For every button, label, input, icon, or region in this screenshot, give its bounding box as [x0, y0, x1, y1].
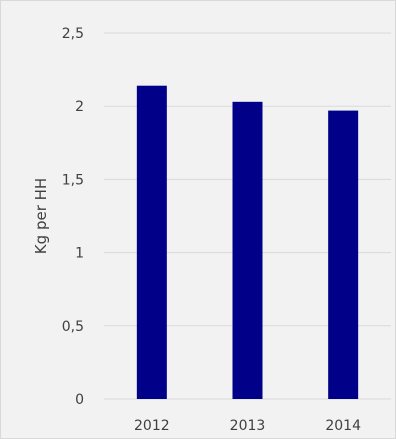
x-tick-label: 2013	[230, 418, 266, 434]
y-tick-label: 2	[75, 99, 84, 115]
y-tick-label: 0	[75, 392, 84, 408]
x-tick-label: 2012	[134, 418, 170, 434]
bar-2014	[328, 110, 359, 399]
y-tick-label: 2,5	[62, 26, 84, 42]
y-axis-title: Kg per HH	[32, 178, 50, 254]
y-tick-label: 0,5	[62, 319, 84, 335]
y-tick-label: 1	[75, 246, 84, 262]
y-tick-label: 1,5	[62, 172, 84, 188]
x-axis-ticks: 2012 2013 2014	[134, 418, 361, 434]
x-tick-label: 2014	[325, 418, 361, 434]
y-axis-ticks: 0 0,5 1 1,5 2 2,5	[62, 26, 84, 408]
bars	[136, 85, 359, 400]
bar-2012	[136, 85, 167, 399]
bar-2013	[232, 101, 263, 400]
